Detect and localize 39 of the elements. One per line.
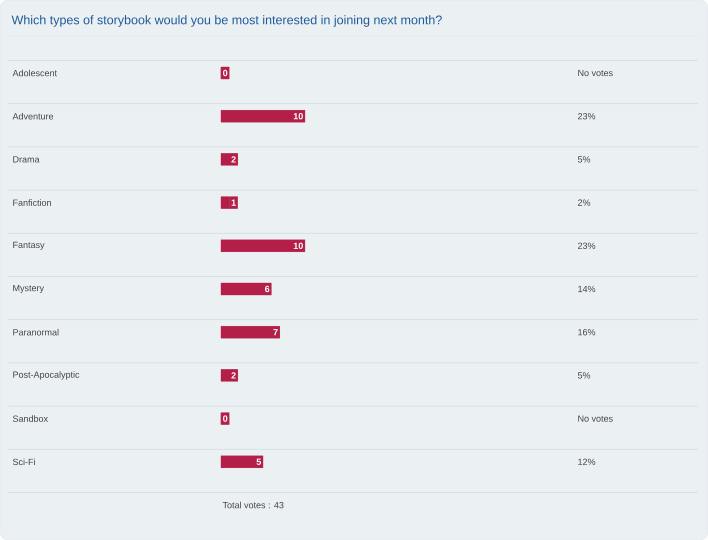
data-label: 10 bbox=[294, 242, 303, 249]
y-tick-label: Fantasy bbox=[13, 242, 45, 250]
y-tick-label: Adventure bbox=[12, 112, 54, 120]
chart-title: Which types of storybook would you be most interested in joining next month? bbox=[12, 15, 442, 27]
bar bbox=[220, 153, 238, 166]
y-tick-label: Paranormal bbox=[13, 328, 58, 336]
text: 14% bbox=[578, 286, 596, 292]
text: 2% bbox=[578, 199, 590, 206]
data-label: 2 bbox=[231, 372, 236, 379]
bar bbox=[220, 282, 272, 296]
data-label: 7 bbox=[273, 329, 278, 336]
bar bbox=[220, 110, 306, 122]
text: 16% bbox=[578, 329, 596, 336]
y-tick-label: Drama bbox=[13, 156, 40, 163]
data-label: 2 bbox=[231, 156, 236, 163]
y-tick-label: Mystery bbox=[13, 284, 44, 294]
data-label: 0 bbox=[223, 415, 228, 422]
bar bbox=[220, 240, 306, 252]
y-tick-label: Adolescent bbox=[12, 70, 57, 76]
text: 23% bbox=[578, 242, 596, 249]
text: 23% bbox=[578, 113, 596, 120]
text: Total votes : 43 bbox=[222, 502, 284, 508]
y-tick-label: Fanfiction bbox=[13, 199, 51, 206]
y-tick-label: Sandbox bbox=[12, 415, 48, 422]
bar bbox=[220, 369, 238, 382]
bar bbox=[220, 326, 280, 338]
text: 12% bbox=[578, 458, 596, 465]
text: 5% bbox=[578, 156, 590, 163]
data-label: 6 bbox=[265, 286, 270, 292]
bar bbox=[220, 456, 264, 468]
data-label: 1 bbox=[232, 199, 236, 206]
text: No votes bbox=[578, 70, 613, 76]
y-tick-label: Post-Apocalyptic bbox=[13, 371, 80, 380]
data-label: 0 bbox=[223, 70, 228, 76]
data-label: 10 bbox=[294, 113, 303, 120]
text: No votes bbox=[578, 415, 613, 422]
y-tick-label: Sci-Fi bbox=[12, 458, 35, 466]
text: 5% bbox=[578, 372, 590, 379]
data-label: 5 bbox=[256, 458, 262, 465]
